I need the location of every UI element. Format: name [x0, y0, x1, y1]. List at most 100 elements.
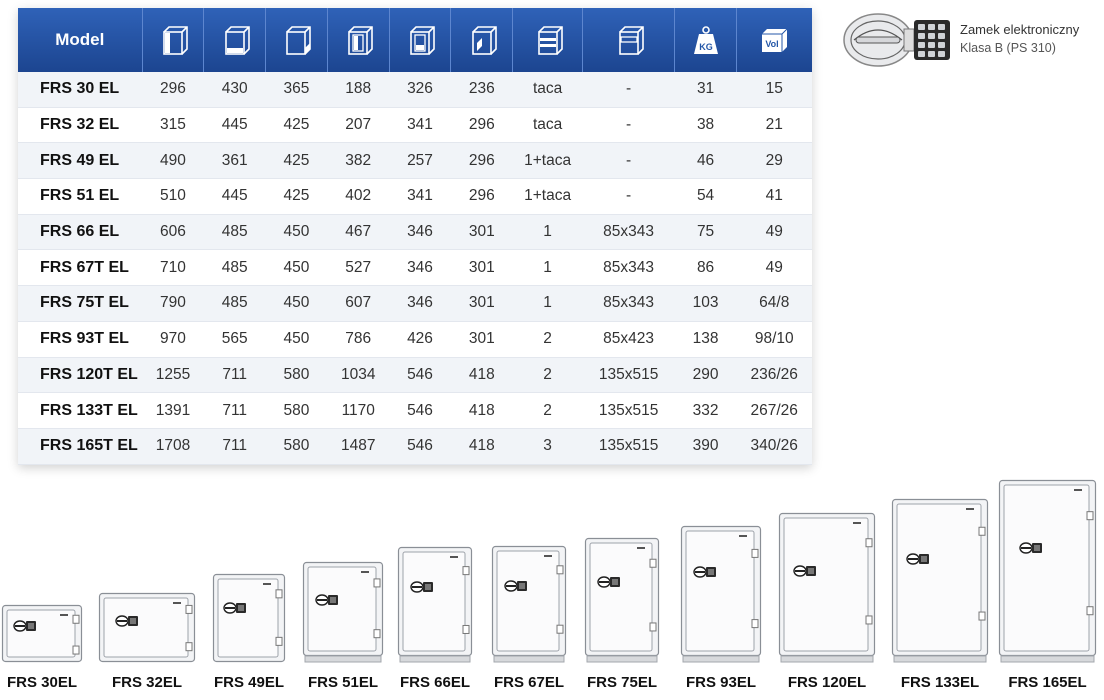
safe-illustration: FRS 51EL [302, 561, 384, 691]
col-header-internal-width [388, 8, 451, 72]
col-header-external-height [141, 8, 204, 72]
table-cell: 450 [265, 214, 328, 251]
table-cell: 1 [512, 249, 583, 287]
volume-icon: Vol [762, 28, 788, 52]
table-cell: 135x515 [582, 357, 675, 394]
table-cell: 710 [142, 249, 204, 287]
safe-icon [778, 512, 876, 663]
table-cell: 85x423 [582, 321, 675, 358]
table-cell: 1391 [142, 392, 204, 429]
table-cell: 527 [327, 249, 390, 287]
safe-icon [680, 525, 762, 663]
table-cell: - [582, 178, 675, 215]
table-cell: 257 [389, 142, 451, 180]
col-header-internal-height [326, 8, 390, 72]
safe-illustration: FRS 75EL [584, 537, 660, 691]
table-cell: 1708 [142, 428, 204, 465]
table-cell: 296 [450, 107, 513, 144]
spec-table: Model [18, 8, 812, 465]
table-cell: 49 [736, 214, 812, 251]
table-cell: 1170 [327, 392, 390, 429]
table-cell: 390 [674, 428, 737, 465]
table-cell: 445 [203, 107, 266, 144]
weight-icon: KG [693, 26, 718, 54]
safe-label: FRS 133EL [900, 674, 980, 691]
table-cell: 450 [265, 321, 328, 358]
col-header-external-width [203, 8, 266, 72]
table-cell: 1487 [327, 428, 390, 465]
weight-icon-text: KG [699, 42, 713, 52]
model-name-cell: FRS 32 EL [18, 107, 143, 144]
table-cell: 970 [142, 321, 204, 358]
table-cell: 346 [389, 249, 451, 287]
model-name-cell: FRS 67T EL [18, 249, 143, 287]
model-name-cell: FRS 165T EL [18, 428, 143, 465]
table-cell: 565 [203, 321, 266, 358]
safe-illustration: FRS 30EL [1, 604, 83, 691]
table-cell: - [582, 107, 675, 144]
safe-illustration: FRS 66EL [397, 546, 473, 691]
table-cell: - [582, 72, 675, 108]
table-cell: 29 [736, 142, 812, 180]
table-cell: 361 [203, 142, 266, 180]
table-cell: 606 [142, 214, 204, 251]
table-cell: 418 [450, 428, 513, 465]
table-cell: 450 [265, 249, 328, 287]
safe-icon [584, 537, 660, 663]
table-cell: 15 [736, 72, 812, 108]
model-name-cell: FRS 30 EL [18, 72, 143, 108]
table-cell: 1+taca [512, 178, 583, 215]
model-name-cell: FRS 51 EL [18, 178, 143, 215]
col-header-internal-depth [450, 8, 513, 72]
safe-illustration: FRS 32EL [98, 592, 196, 691]
safe-illustration: FRS 93EL [680, 525, 762, 691]
table-cell: 450 [265, 285, 328, 322]
table-cell: 103 [674, 285, 737, 322]
safe-label: FRS 49EL [213, 674, 285, 691]
table-cell: 3 [512, 428, 583, 465]
volume-icon-text: Vol [766, 39, 779, 49]
internal-depth-icon [471, 26, 497, 55]
table-cell: 85x343 [582, 285, 675, 322]
table-row: FRS 30 EL 296 430 365 188 326 236 taca -31 15 [18, 72, 812, 108]
table-cell: 1255 [142, 357, 204, 394]
table-row: FRS 32 EL 315 445 425 207 341 296 taca -38 21 [18, 107, 812, 144]
table-row: FRS 67T EL 710 485 450 527 346 301 1 85x343 86 49 [18, 249, 812, 287]
table-cell: 236/26 [736, 357, 812, 394]
table-cell: 296 [142, 72, 204, 108]
safe-label: FRS 75EL [586, 674, 658, 691]
safe-icon [891, 498, 989, 663]
col-header-weight: KG [674, 8, 737, 72]
table-cell: 418 [450, 392, 513, 429]
table-row: FRS 133T EL 1391 711 580 1170 546 418 2 135x515 3… [18, 392, 812, 429]
col-header-shelves [512, 8, 583, 72]
table-cell: 290 [674, 357, 737, 394]
table-cell: 425 [265, 107, 328, 144]
table-cell: 296 [450, 178, 513, 215]
table-cell: 138 [674, 321, 737, 358]
table-cell: 711 [203, 428, 266, 465]
table-cell: 346 [389, 285, 451, 322]
col-header-drawer [582, 8, 675, 72]
table-row: FRS 51 EL 510 445 425 402 341 296 1+taca -54 41 [18, 178, 812, 215]
table-row: FRS 93T EL 970 565 450 786 426 301 2 85x423 138 98… [18, 321, 812, 358]
safe-illustration: FRS 133EL [891, 498, 989, 691]
safe-label: FRS 51EL [307, 674, 379, 691]
table-cell: 340/26 [736, 428, 812, 465]
header-model: Model [18, 8, 143, 72]
table-cell: 418 [450, 357, 513, 394]
table-cell: 485 [203, 214, 266, 251]
safe-icon [1, 604, 83, 663]
table-cell: 46 [674, 142, 737, 180]
table-row: FRS 165T EL 1708 711 580 1487 546 418 3 135x515 3… [18, 428, 812, 465]
lock-class: Klasa B (PS 310) [960, 41, 1056, 55]
table-cell: 85x343 [582, 249, 675, 287]
table-cell: 135x515 [582, 392, 675, 429]
external-width-icon [224, 26, 250, 55]
table-cell: 790 [142, 285, 204, 322]
model-name-cell: FRS 93T EL [18, 321, 143, 358]
safe-label: FRS 66EL [399, 674, 471, 691]
col-header-volume: Vol [735, 8, 812, 72]
table-cell: 346 [389, 214, 451, 251]
table-cell: 546 [389, 428, 451, 465]
